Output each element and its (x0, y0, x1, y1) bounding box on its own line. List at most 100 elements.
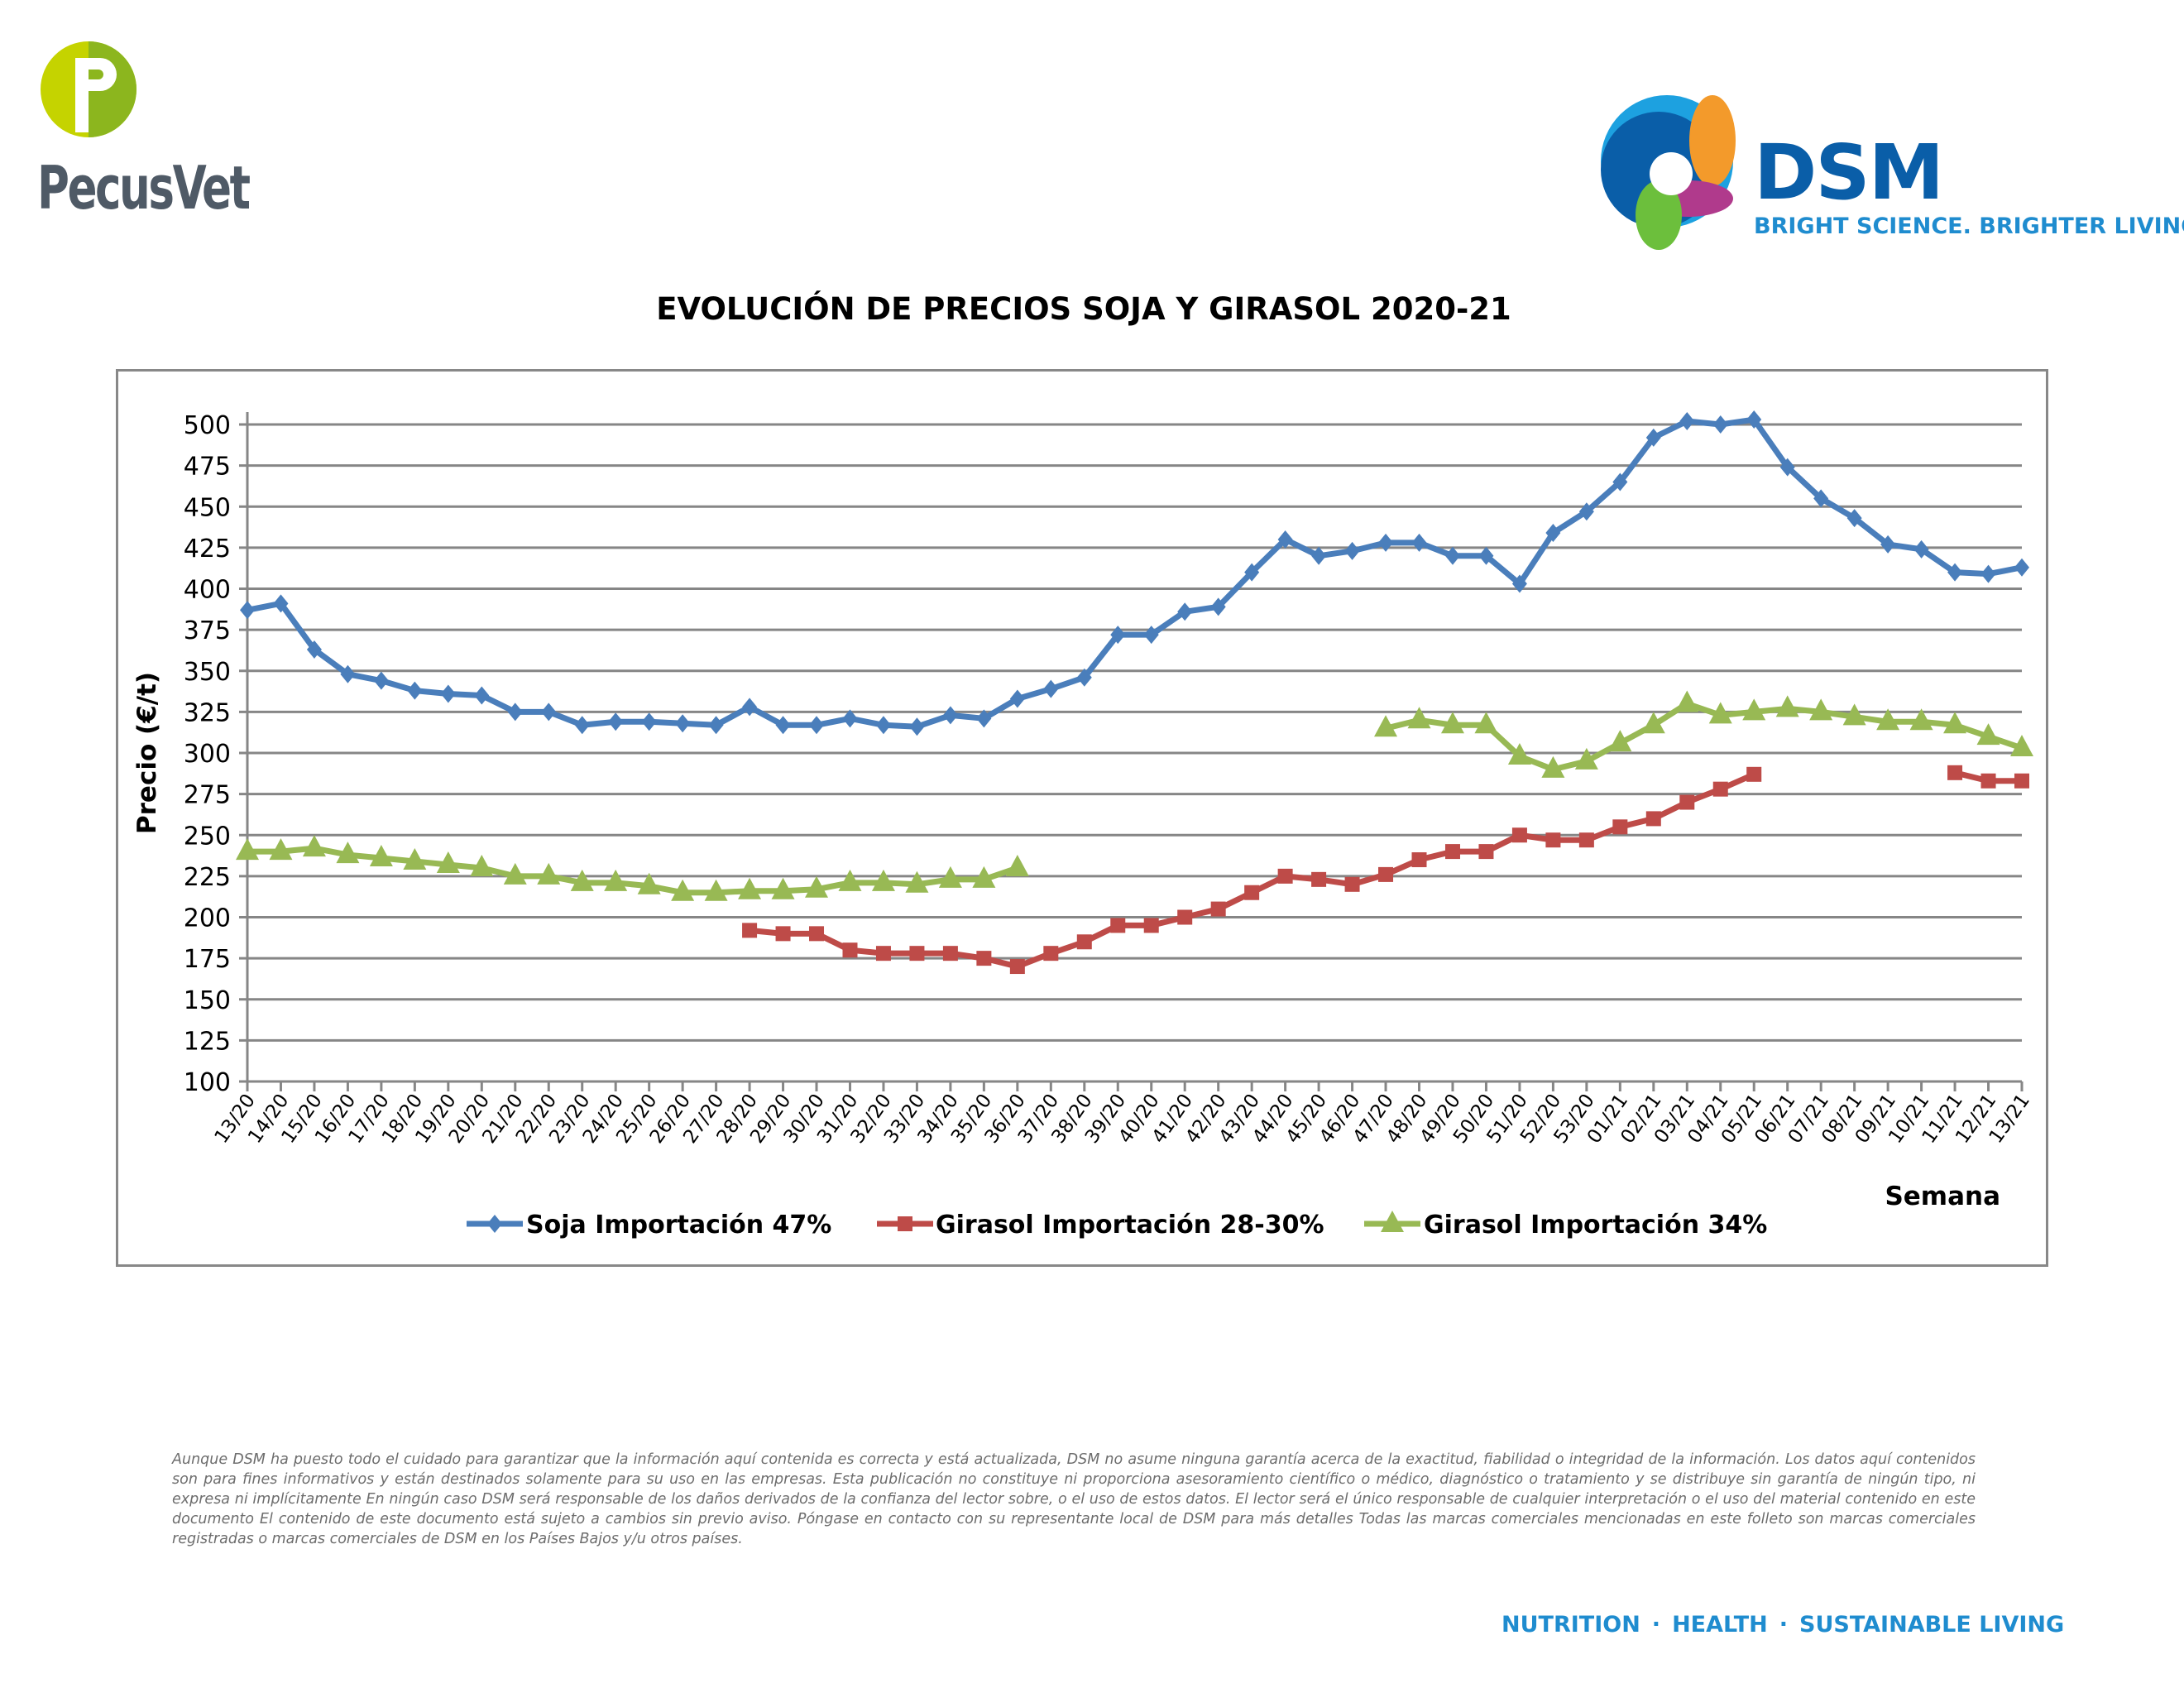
data-point-1 (1277, 530, 1293, 549)
data-point-1 (1612, 472, 1628, 492)
data-point-3 (336, 842, 360, 864)
data-point-3 (938, 866, 962, 888)
data-point-3 (1909, 708, 1933, 731)
data-point-3 (436, 851, 460, 873)
data-point-2 (1578, 832, 1594, 848)
data-point-3 (1507, 742, 1531, 765)
dsm-logo: DSM BRIGHT SCIENCE. BRIGHTER LIVING. (1588, 83, 2184, 257)
data-point-1 (1143, 626, 1159, 645)
y-tick-label: 375 (184, 616, 231, 645)
dsm-swirl-icon (1601, 95, 1736, 250)
data-point-3 (771, 877, 795, 899)
data-point-2 (1043, 946, 1059, 961)
data-point-3 (637, 872, 661, 894)
data-point-3 (972, 866, 996, 888)
pecusvet-logo: PecusVet (37, 41, 269, 223)
data-point-2 (942, 946, 958, 961)
pecusvet-name: PecusVet (37, 153, 251, 223)
data-point-2 (809, 926, 825, 942)
data-point-3 (1675, 690, 1699, 712)
data-point-2 (1712, 781, 1728, 797)
data-point-2 (1947, 765, 1963, 780)
data-point-3 (570, 869, 594, 891)
data-point-3 (470, 854, 494, 876)
data-point-1 (976, 709, 992, 728)
data-point-3 (537, 862, 561, 885)
footer-item-nutrition: NUTRITION (1502, 1612, 1640, 1638)
legend-label: Girasol Importación 28-30% (936, 1211, 1324, 1240)
data-point-1 (675, 714, 691, 733)
data-point-1 (1344, 541, 1360, 560)
data-point-1 (440, 684, 456, 703)
data-point-2 (1277, 868, 1293, 884)
data-point-1 (1947, 563, 1963, 582)
data-point-3 (871, 869, 895, 891)
chart-frame (116, 369, 2048, 1267)
data-point-1 (1846, 509, 1862, 528)
line-chart: 100 125 150 175 200 225 250 275 300 325 350 375 400 4… (132, 410, 2034, 1240)
y-tick-label: 300 (184, 740, 231, 769)
data-point-3 (1541, 755, 1565, 778)
data-point-3 (1809, 698, 1833, 721)
y-tick-label: 200 (184, 904, 231, 933)
footer-item-sustainable: SUSTAINABLE LIVING (1799, 1612, 2065, 1638)
data-point-2 (1244, 885, 1260, 900)
dsm-tagline: BRIGHT SCIENCE. BRIGHTER LIVING. (1754, 213, 2184, 239)
data-point-1 (1076, 668, 1092, 687)
data-point-1 (407, 681, 423, 700)
data-point-3 (1474, 712, 1498, 734)
data-point-1 (1210, 597, 1226, 616)
data-point-1 (1712, 415, 1728, 434)
data-point-3 (269, 838, 293, 861)
data-point-1 (373, 671, 389, 690)
data-point-3 (1005, 854, 1029, 876)
data-point-2 (1210, 901, 1226, 917)
legend-marker (487, 1215, 502, 1233)
data-point-2 (1177, 909, 1193, 925)
y-tick-label: 425 (184, 535, 231, 563)
data-point-1 (507, 703, 523, 722)
data-point-1 (1913, 539, 1929, 559)
data-point-1 (1110, 626, 1126, 645)
data-point-3 (704, 879, 728, 901)
data-point-3 (805, 875, 829, 898)
data-point-2 (1645, 811, 1661, 827)
data-point-1 (1645, 428, 1661, 447)
data-point-1 (541, 703, 557, 722)
data-point-3 (1440, 712, 1464, 734)
data-point-1 (1478, 546, 1494, 565)
data-point-2 (1746, 766, 1762, 782)
data-point-1 (1311, 546, 1327, 565)
data-point-1 (842, 709, 858, 728)
y-tick-label: 400 (184, 576, 231, 605)
y-tick-label: 475 (184, 453, 231, 482)
y-tick-label: 275 (184, 781, 231, 810)
data-point-2 (976, 951, 992, 966)
data-point-1 (1444, 546, 1460, 565)
data-point-3 (838, 869, 862, 891)
data-point-2 (2014, 773, 2029, 789)
data-point-1 (306, 640, 322, 659)
y-axis-label: Precio (€/t) (132, 672, 162, 834)
data-point-1 (1545, 524, 1561, 543)
disclaimer-text: Aunque DSM ha puesto todo el cuidado par… (172, 1451, 1976, 1547)
data-point-3 (1608, 730, 1632, 752)
dsm-wordmark: DSM (1754, 128, 1944, 217)
data-point-1 (1511, 574, 1527, 593)
data-point-1 (340, 664, 356, 683)
data-point-1 (1779, 458, 1795, 477)
data-point-2 (1143, 918, 1159, 933)
data-point-1 (909, 717, 925, 736)
data-point-3 (302, 835, 326, 857)
footer-item-health: HEALTH (1672, 1612, 1768, 1638)
data-point-1 (641, 712, 657, 731)
data-point-1 (1746, 410, 1762, 429)
y-tick-label: 250 (184, 822, 231, 851)
data-point-1 (942, 706, 958, 725)
data-point-1 (474, 686, 490, 705)
data-point-2 (1980, 773, 1996, 789)
data-point-1 (1813, 489, 1829, 508)
data-point-2 (1411, 852, 1427, 868)
data-point-3 (1775, 695, 1799, 717)
data-point-3 (1407, 707, 1431, 729)
